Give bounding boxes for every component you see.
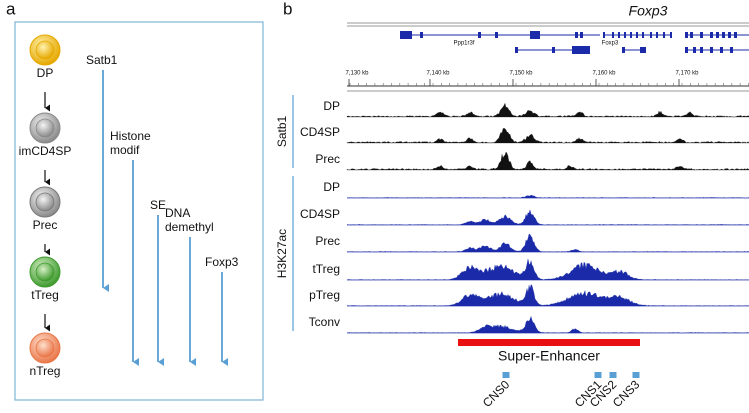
cell-inner <box>35 338 55 358</box>
signal-track <box>346 315 749 334</box>
exon <box>552 47 555 53</box>
exon <box>622 47 625 53</box>
cell-inner <box>35 192 55 212</box>
event-label: Satb1 <box>86 53 118 67</box>
coordinate-label: 7,140 kb <box>426 71 450 77</box>
cns-box <box>594 372 602 378</box>
exon <box>580 32 583 38</box>
track-label: DP <box>323 180 340 194</box>
track-label: DP <box>323 99 340 113</box>
exon <box>663 32 665 38</box>
exon <box>495 32 498 38</box>
track-label: pTreg <box>309 288 340 302</box>
coordinate-label: 7,160 kb <box>592 71 616 77</box>
signal-track <box>346 102 749 118</box>
gene-label: Foxp3 <box>602 41 619 47</box>
exon <box>685 47 688 53</box>
signal-track <box>346 151 749 171</box>
exon <box>640 47 646 53</box>
stage-label: tTreg <box>31 288 59 302</box>
exon <box>670 32 672 38</box>
event-label: DNA <box>165 206 190 220</box>
exon <box>720 47 723 53</box>
exon <box>716 32 719 38</box>
signal-track <box>346 194 749 199</box>
exon <box>618 32 620 38</box>
exon <box>515 47 518 53</box>
exon <box>603 32 605 38</box>
exon <box>612 32 614 38</box>
exon <box>710 32 713 38</box>
signal-track <box>346 209 749 226</box>
gene-title: Foxp3 <box>629 3 668 19</box>
cns-box <box>609 372 617 378</box>
exon <box>700 47 703 53</box>
coordinate-label: 7,170 kb <box>675 71 699 77</box>
coordinate-label: 7,150 kb <box>509 71 533 77</box>
track-label: tTreg <box>312 262 340 276</box>
super-enhancer-label: Super-Enhancer <box>498 348 600 364</box>
signal-track <box>346 233 749 253</box>
exon <box>690 32 693 38</box>
signal-track <box>346 258 749 281</box>
exon <box>650 32 652 38</box>
event-label: Foxp3 <box>205 255 239 269</box>
signal-track <box>346 284 749 307</box>
cell-inner <box>35 40 55 60</box>
cell-inner <box>35 118 55 138</box>
exon <box>730 47 733 53</box>
exon <box>693 47 696 53</box>
event-label: Histone <box>110 129 151 143</box>
exon <box>530 31 540 39</box>
exon <box>734 32 737 38</box>
event-label: SE <box>150 198 166 212</box>
exon <box>685 32 688 38</box>
cell-inner <box>35 262 55 282</box>
exon <box>572 46 590 54</box>
cns-box <box>502 372 510 378</box>
event-label: modif <box>110 143 140 157</box>
gene-label: Ppp1r3f <box>453 41 474 47</box>
exon <box>710 47 713 53</box>
panel-label: a <box>6 0 16 18</box>
track-label: CD4SP <box>300 207 340 221</box>
cns-label: CNS3 <box>610 377 643 410</box>
stage-label: imCD4SP <box>19 144 72 158</box>
event-label: demethyl <box>165 220 214 234</box>
exon <box>624 32 626 38</box>
track-label: Prec <box>315 234 340 248</box>
track-label: Tconv <box>309 315 340 329</box>
exon <box>575 32 578 38</box>
exon <box>478 32 481 38</box>
cns-label: CNS0 <box>480 377 513 410</box>
cns-box <box>632 372 640 378</box>
track-label: Prec <box>315 152 340 166</box>
exon <box>656 32 658 38</box>
exon <box>630 32 632 38</box>
stage-label: DP <box>37 66 54 80</box>
coordinate-label: 7,130 kb <box>345 71 369 77</box>
track-label: CD4SP <box>300 125 340 139</box>
exon <box>700 32 703 38</box>
exon <box>722 32 725 38</box>
panel-label: b <box>283 0 292 18</box>
super-enhancer-bar <box>458 339 640 346</box>
exon <box>636 32 638 38</box>
panel-a-box <box>14 21 264 401</box>
exon <box>420 32 423 38</box>
group-label: Satb1 <box>275 115 289 147</box>
exon <box>400 31 412 39</box>
group-label: H3K27ac <box>275 229 289 278</box>
stage-label: Prec <box>33 218 58 232</box>
exon <box>642 32 644 38</box>
stage-label: nTreg <box>30 364 61 378</box>
signal-track <box>346 128 749 144</box>
exon <box>728 32 731 38</box>
